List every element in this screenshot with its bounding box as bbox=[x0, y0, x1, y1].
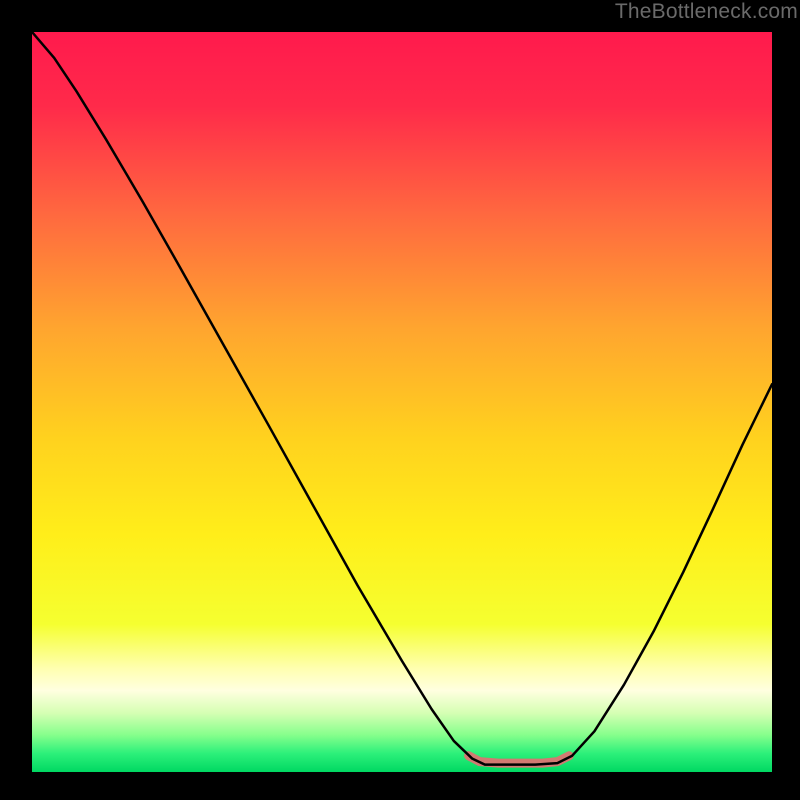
optimal-range-marker bbox=[469, 756, 570, 763]
bottleneck-curve bbox=[32, 32, 772, 765]
curve-layer bbox=[32, 32, 772, 772]
watermark-text: TheBottleneck.com bbox=[615, 0, 798, 24]
plot-area bbox=[32, 32, 772, 772]
chart-container: TheBottleneck.com bbox=[0, 0, 800, 800]
